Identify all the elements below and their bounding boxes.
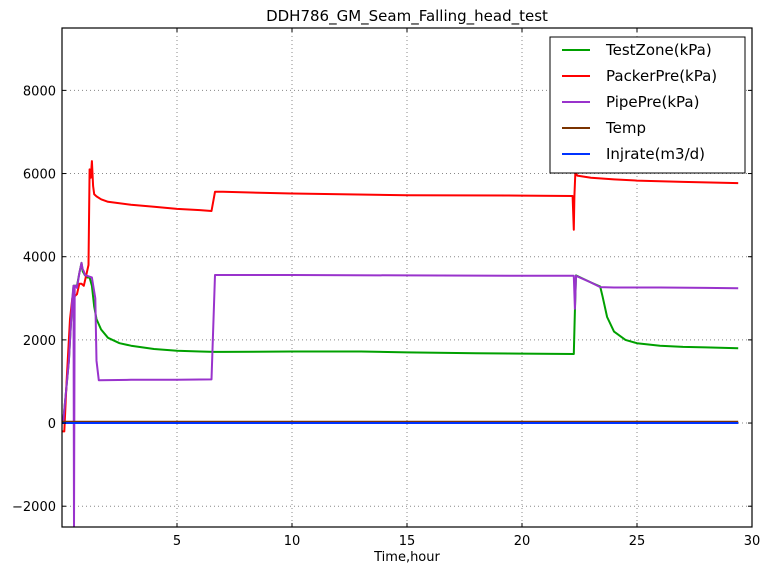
x-tick-label: 20 bbox=[514, 534, 531, 549]
legend-box bbox=[549, 36, 746, 174]
series-pipepre-kpa- bbox=[62, 261, 739, 527]
legend-item: PipePre(kPa) bbox=[562, 93, 699, 111]
legend-label: TestZone(kPa) bbox=[605, 41, 712, 59]
y-tick-label: 8000 bbox=[23, 84, 56, 99]
x-tick-label: 30 bbox=[744, 534, 761, 549]
y-tick-label: 0 bbox=[48, 417, 56, 432]
x-axis-label: Time,hour bbox=[373, 550, 440, 565]
y-axis-ticks: −2000 0 2000 4000 6000 8000 bbox=[12, 84, 752, 515]
legend-label: PipePre(kPa) bbox=[606, 93, 699, 111]
series-layer bbox=[62, 160, 739, 527]
legend-item: TestZone(kPa) bbox=[562, 41, 712, 59]
y-tick-label: −2000 bbox=[12, 500, 56, 515]
x-tick-label: 10 bbox=[284, 534, 301, 549]
chart-title: DDH786_GM_Seam_Falling_head_test bbox=[266, 7, 548, 26]
legend-item: Injrate(m3/d) bbox=[562, 145, 705, 163]
legend-item: PackerPre(kPa) bbox=[562, 67, 717, 85]
y-tick-label: 4000 bbox=[23, 251, 56, 266]
x-tick-label: 15 bbox=[399, 534, 416, 549]
y-tick-label: 6000 bbox=[23, 168, 56, 183]
y-tick-label: 2000 bbox=[23, 334, 56, 349]
legend-label: PackerPre(kPa) bbox=[606, 67, 717, 85]
x-tick-label: 5 bbox=[173, 534, 181, 549]
legend-label: Injrate(m3/d) bbox=[606, 145, 705, 163]
x-axis-ticks: 5 10 15 20 25 30 bbox=[173, 28, 760, 549]
legend-label: Temp bbox=[605, 119, 646, 137]
series-packerpre-kpa- bbox=[62, 160, 739, 433]
legend: TestZone(kPa) PackerPre(kPa) PipePre(kPa) T… bbox=[549, 36, 746, 174]
x-tick-label: 25 bbox=[629, 534, 646, 549]
legend-item: Temp bbox=[562, 119, 646, 137]
